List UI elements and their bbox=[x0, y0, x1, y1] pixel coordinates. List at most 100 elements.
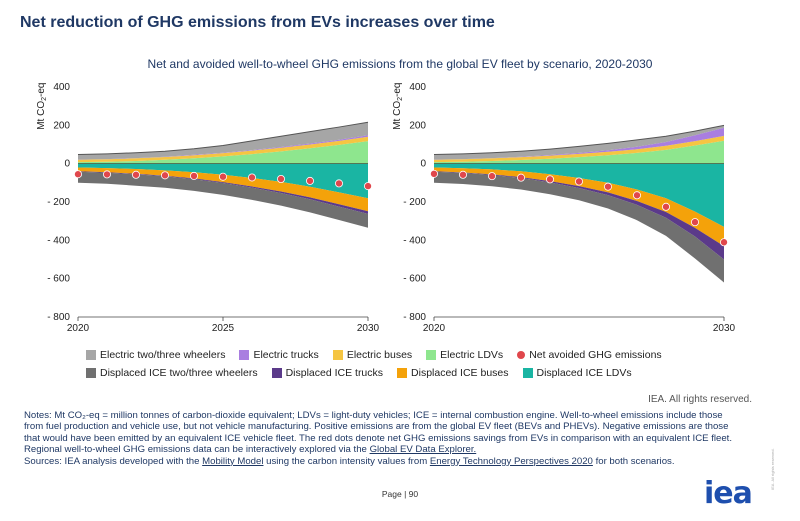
legend-row-1: Electric two/three wheelers Electric truc… bbox=[86, 346, 726, 364]
chart1-net-avoided-dot bbox=[103, 170, 112, 179]
legend-item-displaced-ice-ldvs: Displaced ICE LDVs bbox=[522, 367, 632, 379]
chart2-net-avoided-dot bbox=[661, 202, 670, 211]
chart2-net-avoided-dot bbox=[632, 191, 641, 200]
chart2-net-avoided-dot bbox=[459, 170, 468, 179]
chart1-y-tick-label: 200 bbox=[53, 120, 70, 131]
legend-swatch bbox=[86, 368, 96, 378]
chart1-net-avoided-dot bbox=[334, 179, 343, 188]
chart2-x-tick-label: 2020 bbox=[423, 323, 446, 334]
chart-right: Mt CO2-eq - 800 - 600 - 400 - 200 0 200 400 2020… bbox=[392, 82, 736, 334]
legend-swatch bbox=[397, 368, 408, 378]
legend-item-net-avoided-ghg-emissions: Net avoided GHG emissions bbox=[517, 349, 662, 361]
legend-swatch bbox=[239, 350, 250, 360]
sources-prefix: Sources: IEA analysis developed with the bbox=[24, 455, 200, 467]
chart-left: Mt CO2-eq - 800 - 600 - 400 - 200 0 200 400 2020… bbox=[36, 82, 380, 334]
chart1-x-tick-label: 2020 bbox=[67, 323, 90, 334]
chart2-area-electric-buses bbox=[434, 135, 724, 163]
chart2-net-avoided-dot bbox=[603, 182, 612, 191]
chart1-net-avoided-dot bbox=[160, 171, 169, 180]
chart2-net-avoided-dot bbox=[516, 173, 525, 182]
legend-swatch bbox=[271, 368, 282, 378]
chart1-x-tick-label: 2030 bbox=[357, 323, 380, 334]
legend-swatch bbox=[426, 350, 437, 360]
chart2-y-tick-label: - 600 bbox=[403, 274, 426, 285]
mobility-model-link[interactable]: Mobility Model bbox=[202, 455, 264, 467]
legend: Electric two/three wheelers Electric truc… bbox=[86, 346, 726, 382]
legend-label: Electric two/three wheelers bbox=[100, 349, 226, 361]
page-title: Net reduction of GHG emissions from EVs … bbox=[20, 14, 495, 31]
legend-item-displaced-ice-trucks: Displaced ICE trucks bbox=[271, 367, 384, 379]
legend-item-electric-two-three-wheelers: Electric two/three wheelers bbox=[86, 349, 225, 361]
chart2-y-tick-label: 0 bbox=[420, 159, 426, 170]
legend-item-displaced-ice-two-three-wheelers: Displaced ICE two/three wheelers bbox=[86, 367, 258, 379]
chart2-net-avoided-dot bbox=[545, 175, 554, 184]
chart2-area-electric-ldvs bbox=[434, 140, 724, 164]
chart2-area-displaced-ice-ldvs bbox=[434, 163, 724, 227]
vertical-rights-text: IEA. All rights reserved. bbox=[770, 448, 775, 490]
chart2-net-avoided-dot bbox=[574, 177, 583, 186]
chart1-net-avoided-dot bbox=[363, 182, 372, 191]
legend-label: Displaced ICE buses bbox=[411, 367, 509, 379]
chart1-net-avoided-dot bbox=[74, 170, 83, 179]
legend-label: Electric LDVs bbox=[440, 349, 504, 361]
chart1-y-tick-label: 0 bbox=[64, 159, 70, 170]
sources-suffix: for both scenarios. bbox=[595, 455, 675, 467]
chart-subtitle: Net and avoided well-to-wheel GHG emissi… bbox=[147, 57, 653, 71]
chart1-area-electric-buses bbox=[78, 136, 368, 163]
chart1-net-avoided-dot bbox=[189, 171, 198, 180]
etp-2020-link[interactable]: Energy Technology Perspectives 2020 bbox=[429, 455, 593, 467]
chart1-y-tick-label: - 400 bbox=[47, 235, 70, 246]
chart1-y-tick-label: 400 bbox=[53, 82, 70, 93]
chart2-y-tick-label: - 200 bbox=[403, 197, 426, 208]
chart1-y-tick-label: - 200 bbox=[47, 197, 70, 208]
legend-item-electric-ldvs: Electric LDVs bbox=[426, 349, 503, 361]
chart2-net-avoided-dot bbox=[719, 238, 728, 247]
chart1-area-electric-ldvs bbox=[78, 141, 368, 164]
chart2-area-displaced-ice-two-three-wheelers bbox=[434, 171, 724, 283]
chart1-y-tick-label: - 600 bbox=[47, 274, 70, 285]
chart2-positive-outline bbox=[433, 124, 725, 155]
chart1-x-tick-label: 2025 bbox=[212, 323, 235, 334]
chart1-y-axis-label: Mt CO2-eq bbox=[36, 83, 48, 130]
chart1-net-avoided-dot bbox=[247, 173, 256, 182]
chart2-y-tick-label: - 800 bbox=[403, 312, 426, 323]
chart2-net-avoided-dot bbox=[430, 169, 439, 178]
chart2-area-electric-two-three-wheelers bbox=[434, 125, 724, 160]
sources-mid: using the carbon intensity values from bbox=[266, 455, 428, 467]
chart2-area-electric-trucks bbox=[434, 127, 724, 160]
chart2-y-tick-label: 200 bbox=[409, 120, 426, 131]
notes-paragraph: Notes: Mt CO₂-eq = million tonnes of car… bbox=[24, 410, 744, 456]
legend-label: Electric trucks bbox=[253, 349, 319, 361]
chart1-area-displaced-ice-two-three-wheelers bbox=[78, 171, 368, 228]
legend-item-electric-trucks: Electric trucks bbox=[239, 349, 319, 361]
global-ev-data-explorer-link[interactable]: Global EV Data Explorer. bbox=[369, 444, 477, 456]
legend-swatch bbox=[86, 350, 96, 360]
chart2-y-tick-label: 400 bbox=[409, 82, 426, 93]
notes: Notes: Mt CO₂-eq = million tonnes of car… bbox=[24, 410, 744, 467]
chart2-y-tick-label: - 400 bbox=[403, 235, 426, 246]
legend-swatch bbox=[332, 350, 343, 360]
legend-label: Displaced ICE two/three wheelers bbox=[100, 367, 258, 379]
legend-label: Net avoided GHG emissions bbox=[529, 349, 662, 361]
sources-paragraph: Sources: IEA analysis developed with the… bbox=[24, 456, 744, 467]
chart1-y-tick-label: - 800 bbox=[47, 312, 70, 323]
legend-label: Electric buses bbox=[346, 349, 413, 361]
rights-text: IEA. All rights reserved. bbox=[648, 394, 752, 405]
chart1-net-avoided-dot bbox=[131, 170, 140, 179]
chart2-x-tick-label: 2030 bbox=[713, 323, 736, 334]
legend-row-2: Displaced ICE two/three wheelers Displace… bbox=[86, 364, 726, 382]
chart1-net-avoided-dot bbox=[276, 174, 285, 183]
chart1-positive-outline bbox=[77, 121, 369, 155]
legend-item-electric-buses: Electric buses bbox=[332, 349, 413, 361]
iea-logo: iea bbox=[704, 476, 753, 511]
chart1-area-electric-two-three-wheelers bbox=[78, 122, 368, 160]
chart2-area-displaced-ice-trucks bbox=[434, 171, 724, 260]
chart1-area-displaced-ice-ldvs bbox=[78, 163, 368, 199]
legend-swatch bbox=[522, 368, 533, 378]
page-number: Page | 90 bbox=[381, 489, 419, 499]
legend-item-displaced-ice-buses: Displaced ICE buses bbox=[397, 367, 509, 379]
legend-label: Displaced ICE trucks bbox=[285, 367, 384, 379]
legend-label: Displaced ICE LDVs bbox=[536, 367, 632, 379]
chart2-y-axis-label: Mt CO2-eq bbox=[392, 83, 404, 130]
chart1-net-avoided-dot bbox=[218, 172, 227, 181]
